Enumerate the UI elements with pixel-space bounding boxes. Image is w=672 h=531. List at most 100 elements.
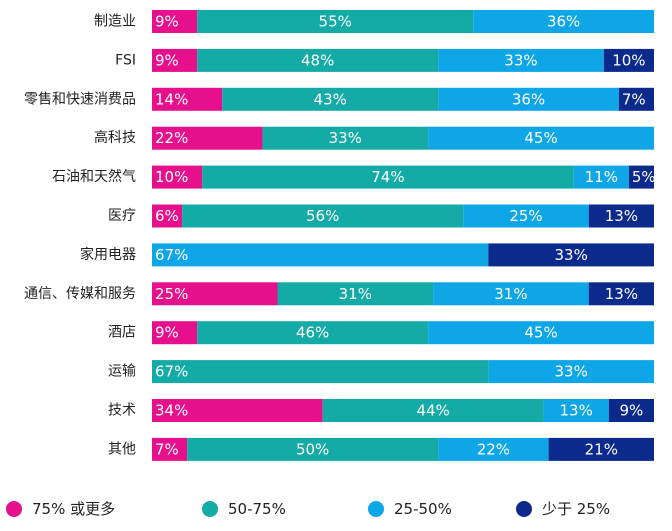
bar-segment	[603, 48, 654, 72]
category-label: 制造业	[94, 14, 136, 30]
bar-segment	[573, 165, 629, 189]
data-label: 7%	[622, 90, 646, 108]
bar-segment	[187, 437, 439, 461]
data-label: 7%	[155, 440, 179, 458]
data-label: 11%	[585, 168, 618, 186]
legend-label: 少于 25%	[542, 500, 610, 518]
bar-segment	[152, 87, 223, 111]
category-label: FSI	[115, 52, 136, 68]
bar-segment	[197, 321, 429, 345]
data-label: 13%	[605, 207, 638, 225]
bar-segment	[618, 87, 654, 111]
bar-segment	[197, 48, 439, 72]
data-label: 31%	[339, 285, 372, 303]
bar-segment	[438, 48, 604, 72]
data-label: 36%	[547, 13, 580, 31]
data-label: 34%	[155, 402, 188, 420]
category-label: 家用电器	[80, 246, 136, 263]
data-label: 25%	[155, 285, 188, 303]
bar-segment	[322, 399, 544, 422]
data-label: 13%	[605, 285, 638, 303]
bar-segment	[202, 165, 574, 189]
data-label: 9%	[155, 13, 179, 31]
data-label: 44%	[416, 402, 449, 420]
data-label: 25%	[509, 207, 542, 225]
data-label: 9%	[155, 324, 179, 342]
data-label: 67%	[155, 246, 188, 264]
data-label: 45%	[524, 324, 557, 342]
data-label: 14%	[155, 90, 188, 108]
category-label: 石油和天然气	[52, 168, 136, 185]
bar-segment	[588, 282, 654, 306]
data-label: 13%	[560, 402, 593, 420]
bar-segment	[628, 165, 654, 189]
bar-segment	[438, 437, 549, 461]
data-label: 45%	[524, 129, 557, 147]
bar-segment	[463, 204, 589, 228]
category-label: 技术	[108, 403, 136, 419]
category-label: 其他	[108, 441, 136, 457]
data-label: 33%	[554, 363, 587, 381]
data-label: 33%	[329, 129, 362, 147]
bar-segment	[152, 48, 198, 72]
data-label: 9%	[155, 51, 179, 69]
data-label: 56%	[306, 207, 339, 225]
bar-segment	[152, 399, 323, 422]
bar-segment	[588, 204, 654, 228]
data-label: 9%	[620, 402, 644, 420]
bar-segment	[428, 126, 654, 150]
data-label: 22%	[477, 440, 510, 458]
bar-segment	[182, 204, 464, 228]
data-label: 6%	[155, 207, 179, 225]
legend-swatch	[516, 501, 532, 517]
legend-swatch	[368, 501, 384, 517]
bar-segment	[222, 87, 439, 111]
legend-label: 75% 或更多	[32, 500, 115, 518]
bar-segment	[262, 126, 429, 150]
bar-segment	[277, 282, 434, 306]
bar-segment	[543, 399, 609, 422]
bar-segment	[152, 360, 489, 384]
bar-segment	[152, 437, 188, 461]
data-label: 74%	[371, 168, 404, 186]
bar-segment	[152, 243, 489, 267]
legend-label: 50-75%	[228, 500, 286, 518]
legend-swatch	[202, 501, 218, 517]
category-labels: 制造业 FSI 零售和快速消费品高科技石油和天然气医疗家用电器通信、传媒和服务酒店运…	[24, 14, 136, 458]
category-label: 医疗	[108, 208, 136, 224]
data-label: 10%	[155, 168, 188, 186]
data-label: 46%	[296, 324, 329, 342]
bar-segment	[152, 165, 203, 189]
legend: 75% 或更多 50-75% 25-50% 少于 25%	[6, 500, 610, 518]
bar-segment	[152, 282, 278, 306]
data-label: 21%	[585, 440, 618, 458]
bar-segment	[473, 10, 654, 33]
category-label: 零售和快速消费品	[24, 91, 136, 107]
data-label: 48%	[301, 51, 334, 69]
data-label: 43%	[314, 90, 347, 108]
data-label: 31%	[494, 285, 527, 303]
category-label: 高科技	[94, 129, 136, 146]
data-label: 33%	[504, 51, 537, 69]
data-label: 5%	[632, 168, 656, 186]
bar-segment	[488, 360, 654, 384]
data-label: 50%	[296, 440, 329, 458]
category-label: 酒店	[108, 325, 136, 341]
data-label: 10%	[612, 51, 645, 69]
data-label: 67%	[155, 363, 188, 381]
category-label: 通信、传媒和服务	[24, 286, 136, 302]
data-label: 36%	[512, 90, 545, 108]
legend-swatch	[6, 501, 22, 517]
bar-segment	[488, 243, 654, 267]
bar-segment	[433, 282, 589, 306]
bar-segment	[152, 204, 183, 228]
bar-segment	[608, 399, 654, 422]
bar-segment	[152, 321, 198, 345]
data-label: 33%	[554, 246, 587, 264]
bar-segment	[428, 321, 654, 345]
bar-segment	[152, 10, 198, 33]
bar-area: 9% 55% 36% 9% 48% 33% 10% 14% 43% 36% 7% 22% 33% 45% 1…	[152, 10, 656, 461]
bar-segment	[152, 126, 263, 150]
category-label: 运输	[108, 364, 136, 380]
